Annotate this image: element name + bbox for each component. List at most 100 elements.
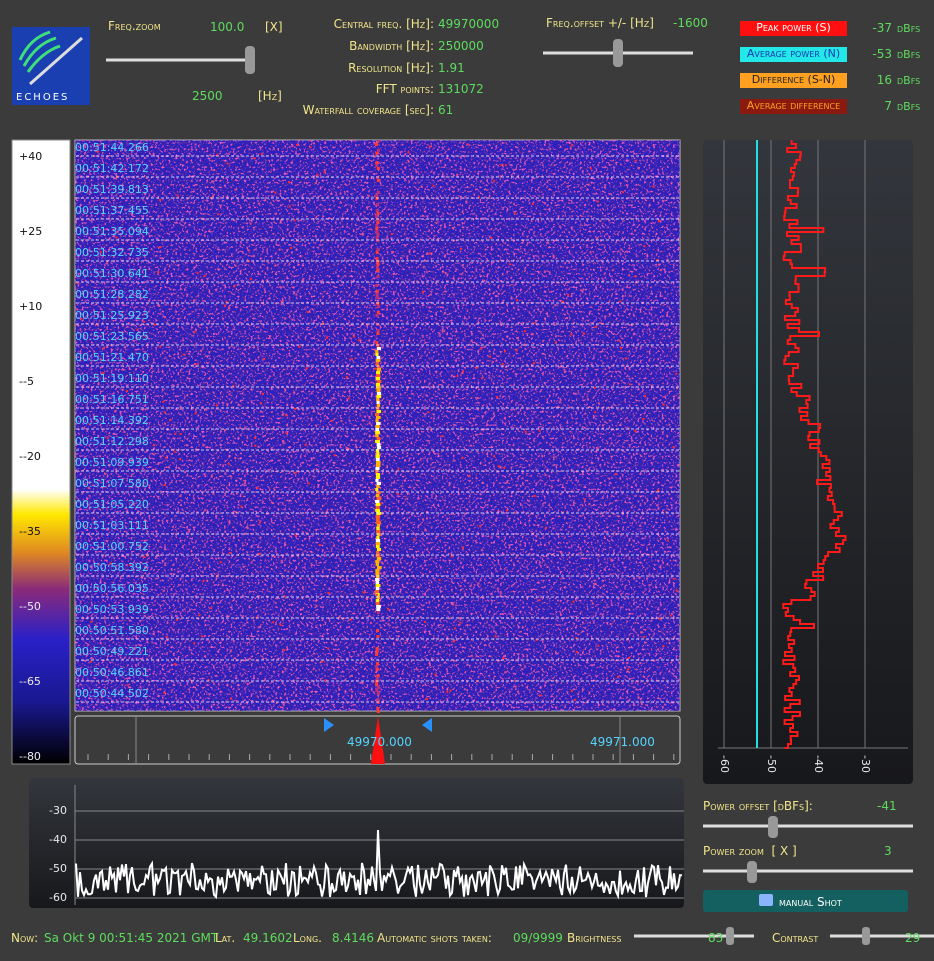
speckle xyxy=(339,192,342,195)
speckle xyxy=(665,511,668,514)
speckle xyxy=(216,153,219,156)
signal xyxy=(376,557,382,560)
speckle xyxy=(597,402,600,405)
signal xyxy=(375,494,380,497)
speckle xyxy=(428,252,431,255)
timestamp: 00:51:21.470 xyxy=(75,351,149,364)
speckle xyxy=(675,589,678,592)
speckle xyxy=(475,366,478,369)
speckle xyxy=(596,237,599,240)
speckle xyxy=(496,395,499,398)
speckle xyxy=(87,486,90,489)
speckle xyxy=(628,677,631,680)
axis-label: -30 xyxy=(859,755,872,773)
speckle xyxy=(382,571,385,574)
signal xyxy=(375,440,380,443)
timestamp: 00:51:39.813 xyxy=(75,183,149,196)
signal xyxy=(375,680,379,683)
speckle xyxy=(503,466,506,469)
speckle xyxy=(446,690,449,693)
speckle xyxy=(196,272,199,275)
speckle xyxy=(99,250,102,253)
speckle xyxy=(323,171,326,174)
speckle xyxy=(234,264,237,267)
speckle xyxy=(102,208,105,211)
speckle xyxy=(622,191,625,194)
slider-knob[interactable] xyxy=(613,39,623,67)
slider-knob[interactable] xyxy=(726,927,734,945)
speckle xyxy=(254,444,257,447)
speckle xyxy=(288,181,291,184)
signal xyxy=(375,488,379,491)
status-now: Sa Okt 9 00:51:45 2021 GMT xyxy=(44,931,219,945)
speckle xyxy=(338,616,341,619)
speckle xyxy=(212,492,215,495)
speckle xyxy=(340,419,343,422)
speckle xyxy=(200,278,203,281)
speckle xyxy=(76,308,79,311)
speckle xyxy=(569,147,572,150)
signal xyxy=(375,554,381,557)
speckle xyxy=(174,663,177,666)
speckle xyxy=(470,444,473,447)
speckle xyxy=(159,246,162,249)
speckle xyxy=(628,247,631,250)
timestamp: 00:51:19.110 xyxy=(75,372,149,385)
timestamp: 00:51:03.111 xyxy=(75,519,149,532)
timestamp: 00:51:12.298 xyxy=(75,435,149,448)
speckle xyxy=(304,443,307,446)
speckle xyxy=(616,675,619,678)
speckle xyxy=(294,407,297,410)
power-value: -53 xyxy=(872,47,892,61)
color-scale xyxy=(11,139,71,765)
signal xyxy=(375,518,380,521)
speckle xyxy=(452,603,455,606)
speckle xyxy=(560,552,563,555)
speckle xyxy=(533,494,536,497)
timestamp: 00:51:42.172 xyxy=(75,162,149,175)
signal xyxy=(375,509,381,512)
signal xyxy=(375,467,380,470)
speckle xyxy=(224,429,227,432)
signal xyxy=(375,215,379,218)
power-value: 7 xyxy=(884,99,892,113)
signal xyxy=(375,209,379,212)
signal xyxy=(376,176,380,179)
slider-knob[interactable] xyxy=(862,927,870,945)
speckle xyxy=(393,592,396,595)
speckle xyxy=(204,509,207,512)
value: -41 xyxy=(877,799,897,813)
speckle xyxy=(366,598,369,601)
speckle xyxy=(280,559,283,562)
speckle xyxy=(228,393,231,396)
scale-label: --20 xyxy=(19,450,41,463)
speckle xyxy=(96,323,99,326)
speckle xyxy=(273,556,276,559)
signal xyxy=(376,521,381,524)
signal xyxy=(376,533,381,536)
speckle xyxy=(656,504,659,507)
status-lat-label: Lat. xyxy=(215,931,236,945)
offset-marker xyxy=(371,716,385,764)
speckle xyxy=(501,362,504,365)
speckle xyxy=(434,452,437,455)
speckle xyxy=(162,400,165,403)
speckle xyxy=(397,468,400,471)
manual-shot-button[interactable] xyxy=(703,890,908,912)
signal xyxy=(375,647,379,650)
speckle xyxy=(282,441,285,444)
signal xyxy=(375,461,381,464)
slider-knob[interactable] xyxy=(245,46,255,74)
speckle xyxy=(594,325,597,328)
speckle xyxy=(424,620,427,623)
speckle xyxy=(637,167,640,170)
speckle xyxy=(97,383,100,386)
speckle xyxy=(406,497,409,500)
speckle xyxy=(140,576,143,579)
slider-knob[interactable] xyxy=(747,861,757,883)
speckle xyxy=(456,374,459,377)
speckle xyxy=(501,142,504,145)
scale-label: --65 xyxy=(19,675,41,688)
speckle xyxy=(229,475,232,478)
slider-knob[interactable] xyxy=(768,816,778,838)
